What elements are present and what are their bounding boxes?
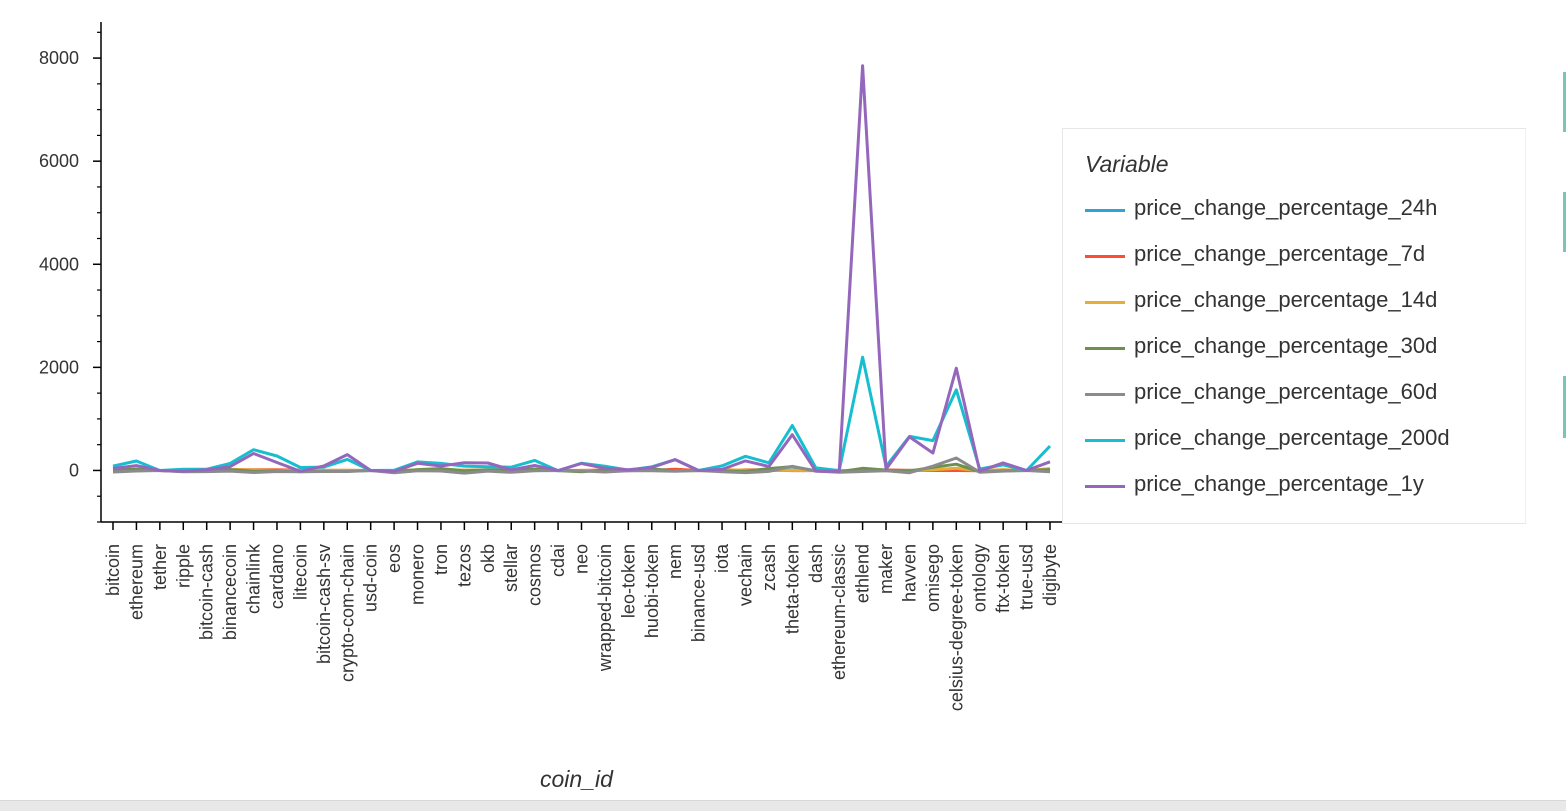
x-tick-label: usd-coin bbox=[361, 544, 381, 612]
x-tick-label: zcash bbox=[759, 544, 779, 591]
x-tick-label: monero bbox=[408, 544, 428, 605]
legend-swatch bbox=[1085, 485, 1125, 488]
x-tick-label: nem bbox=[665, 544, 685, 579]
legend-swatch bbox=[1085, 347, 1125, 350]
legend-label: price_change_percentage_1y bbox=[1134, 471, 1424, 496]
x-tick-label: maker bbox=[876, 544, 896, 594]
x-tick-label: omisego bbox=[923, 544, 943, 612]
legend-swatch bbox=[1085, 301, 1125, 304]
legend-label: price_change_percentage_14d bbox=[1134, 287, 1438, 312]
x-tick-label: iota bbox=[712, 543, 732, 573]
x-tick-label: chainlink bbox=[244, 543, 264, 614]
x-tick-label: dash bbox=[806, 544, 826, 583]
y-tick-label: 8000 bbox=[39, 48, 79, 68]
x-tick-label: binancecoin bbox=[220, 544, 240, 640]
y-tick-label: 6000 bbox=[39, 151, 79, 171]
x-tick-label: ftx-token bbox=[993, 544, 1013, 613]
side-marker bbox=[1563, 376, 1566, 438]
x-tick-label: true-usd bbox=[1017, 544, 1037, 610]
x-tick-label: celsius-degree-token bbox=[946, 544, 966, 711]
x-tick-label: eos bbox=[384, 544, 404, 573]
x-tick-label: crypto-com-chain bbox=[337, 544, 357, 682]
x-tick-label: tezos bbox=[454, 544, 474, 587]
legend-swatch bbox=[1085, 393, 1125, 396]
legend-label: price_change_percentage_30d bbox=[1134, 333, 1438, 358]
x-tick-label: wrapped-bitcoin bbox=[595, 544, 615, 672]
x-axis-title: coin_id bbox=[540, 766, 613, 792]
x-tick-label: bitcoin bbox=[103, 544, 123, 596]
side-marker bbox=[1563, 72, 1566, 132]
x-tick-label: litecoin bbox=[290, 544, 310, 600]
y-tick-label: 4000 bbox=[39, 254, 79, 274]
legend-label: price_change_percentage_24h bbox=[1134, 195, 1438, 220]
x-tick-label: tether bbox=[150, 544, 170, 590]
x-tick-label: ontology bbox=[970, 544, 990, 612]
x-tick-label: ethlend bbox=[853, 544, 873, 603]
x-tick-label: bitcoin-cash-sv bbox=[314, 544, 334, 664]
x-tick-label: ethereum bbox=[126, 544, 146, 620]
series-layer bbox=[112, 64, 1052, 475]
legend-swatch bbox=[1085, 209, 1125, 212]
series-line-price_change_percentage_60d bbox=[112, 456, 1051, 475]
x-tick-label: ripple bbox=[173, 544, 193, 588]
x-tick-label: stellar bbox=[501, 544, 521, 592]
legend-swatch bbox=[1085, 439, 1125, 442]
legend-swatch bbox=[1085, 255, 1125, 258]
x-tick-label: binance-usd bbox=[689, 544, 709, 642]
legend-item[interactable]: price_change_percentage_200d bbox=[1085, 425, 1525, 455]
y-tick-label: 2000 bbox=[39, 357, 79, 377]
legend-item[interactable]: price_change_percentage_24h bbox=[1085, 195, 1525, 225]
x-tick-label: digibyte bbox=[1040, 544, 1060, 606]
x-tick-label: neo bbox=[572, 544, 592, 574]
legend-label: price_change_percentage_200d bbox=[1134, 425, 1450, 450]
legend-item[interactable]: price_change_percentage_14d bbox=[1085, 287, 1525, 317]
x-tick-label: havven bbox=[899, 544, 919, 602]
x-tick-label: vechain bbox=[735, 544, 755, 606]
x-tick-label: cdai bbox=[548, 544, 568, 577]
x-tick-label: cosmos bbox=[525, 544, 545, 606]
x-tick-label: theta-token bbox=[782, 544, 802, 634]
legend-label: price_change_percentage_7d bbox=[1134, 241, 1426, 266]
x-tick-label: leo-token bbox=[618, 544, 638, 618]
x-tick-label: huobi-token bbox=[642, 544, 662, 638]
legend-item[interactable]: price_change_percentage_7d bbox=[1085, 241, 1525, 271]
legend-label: price_change_percentage_60d bbox=[1134, 379, 1438, 404]
x-tick-label: cardano bbox=[267, 544, 287, 609]
x-tick-label: bitcoin-cash bbox=[197, 544, 217, 640]
x-tick-label: ethereum-classic bbox=[829, 544, 849, 680]
x-tick-label: okb bbox=[478, 544, 498, 573]
series-line-price_change_percentage_1y bbox=[112, 64, 1051, 473]
legend-title: Variable bbox=[1085, 151, 1169, 177]
y-axis: 0 2000 4000 6000 8000 bbox=[39, 22, 102, 523]
legend-item[interactable]: price_change_percentage_1y bbox=[1085, 471, 1525, 501]
legend-item[interactable]: price_change_percentage_60d bbox=[1085, 379, 1525, 409]
x-tick-label: tron bbox=[431, 544, 451, 575]
y-tick-label: 0 bbox=[69, 460, 79, 480]
side-marker bbox=[1563, 192, 1566, 252]
legend-item[interactable]: price_change_percentage_30d bbox=[1085, 333, 1525, 363]
x-axis: bitcoin ethereum tether ripple bitcoin-cash b… bbox=[101, 521, 1062, 711]
bottom-scrollbar[interactable] bbox=[0, 800, 1566, 811]
